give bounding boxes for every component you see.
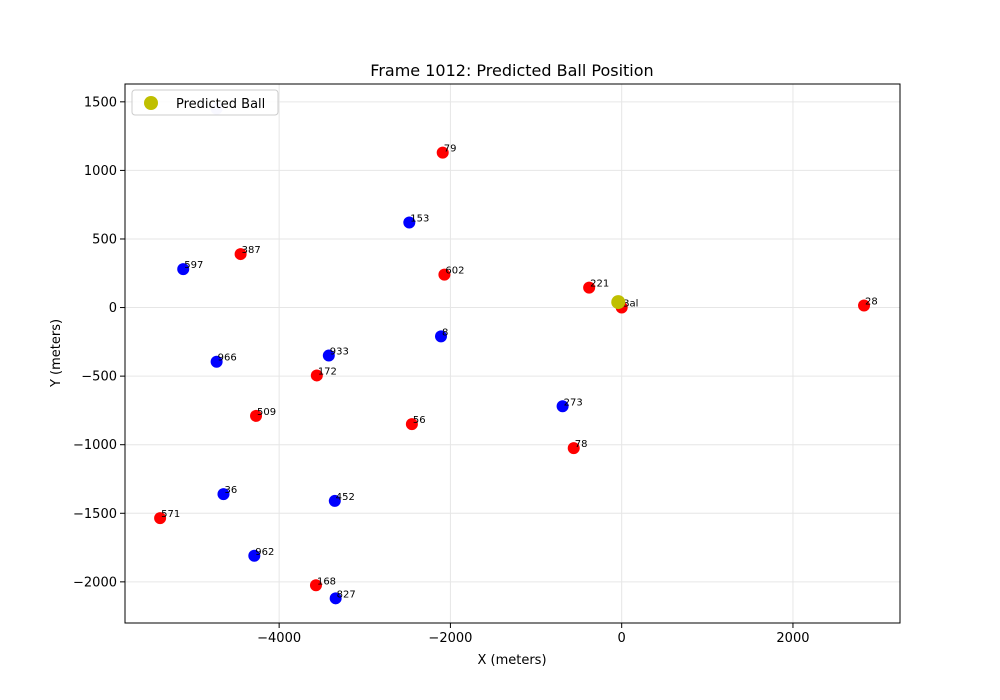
player-point-red	[405, 418, 418, 431]
player-point-red	[436, 146, 449, 159]
player-point-blue	[556, 400, 569, 413]
grid	[125, 84, 900, 623]
player-label: 36	[224, 485, 237, 496]
player-point-red	[438, 268, 451, 281]
player-label: 28	[865, 296, 878, 307]
player-label: 8	[442, 327, 448, 338]
predicted-ball-point	[611, 295, 626, 310]
player-point-blue	[322, 349, 335, 362]
player-label: 827	[337, 589, 356, 600]
player-point-blue	[328, 494, 341, 507]
player-label: 273	[564, 397, 583, 408]
player-point-blue	[248, 549, 261, 562]
legend-marker-predicted-ball	[144, 96, 158, 110]
x-tick-label: −4000	[257, 631, 301, 646]
x-tick-label: −2000	[428, 631, 472, 646]
legend-box	[131, 89, 279, 116]
y-axis-label: Y (meters)	[49, 319, 64, 388]
player-label: 221	[590, 279, 609, 290]
player-point-red	[154, 512, 167, 525]
player-label: 452	[336, 492, 355, 503]
legend-label-predicted-ball: Predicted Ball	[176, 97, 265, 112]
player-label: 172	[318, 366, 337, 377]
y-tick-label: 500	[92, 232, 117, 247]
legend: Predicted Ball	[131, 89, 279, 116]
player-label: 962	[255, 547, 274, 558]
player-label: 56	[413, 415, 426, 426]
player-point-red	[858, 299, 871, 312]
player-point-blue	[403, 216, 416, 229]
player-label: 509	[257, 407, 276, 418]
y-tick-label: −2000	[73, 575, 117, 590]
x-tick-label: 2000	[776, 631, 809, 646]
player-label: Bal	[623, 299, 639, 310]
y-tick-label: −500	[81, 370, 117, 385]
player-point-blue	[217, 488, 230, 501]
player-label: 966	[218, 353, 237, 364]
player-point-red	[583, 281, 596, 294]
player-point-blue	[329, 592, 342, 605]
player-point-red	[250, 409, 263, 422]
player-label: 153	[410, 214, 429, 225]
y-tick-label: 0	[109, 301, 117, 316]
y-tick-label: −1500	[73, 507, 117, 522]
player-label: 597	[184, 260, 203, 271]
player-label: 571	[161, 509, 180, 520]
player-point-blue	[210, 355, 223, 368]
player-point-blue	[177, 263, 190, 276]
data-points: 79 387 602 221 28 172 509 56 78 571 168 Bal 153 597 8 9…	[154, 102, 878, 605]
player-label: 78	[575, 439, 588, 450]
player-label: 387	[242, 245, 261, 256]
axis-ticks: −4000 −2000 0 2000 1500 1000 500 0 −500 −1000 −150…	[73, 95, 809, 646]
y-tick-label: −1000	[73, 438, 117, 453]
player-point-red	[309, 579, 322, 592]
player-point-blue	[434, 330, 447, 343]
player-point-red	[310, 369, 323, 382]
y-tick-label: 1000	[84, 164, 117, 179]
player-label: 168	[317, 576, 336, 587]
chart-title: Frame 1012: Predicted Ball Position	[370, 61, 653, 80]
player-label: 602	[445, 266, 464, 277]
y-tick-label: 1500	[84, 95, 117, 110]
x-axis-label: X (meters)	[477, 653, 546, 668]
player-label: 79	[444, 144, 457, 155]
player-label: 933	[330, 347, 349, 358]
player-point-red	[234, 248, 247, 261]
plot-area-frame	[124, 83, 901, 624]
player-point-red	[567, 442, 580, 455]
x-tick-label: 0	[618, 631, 626, 646]
